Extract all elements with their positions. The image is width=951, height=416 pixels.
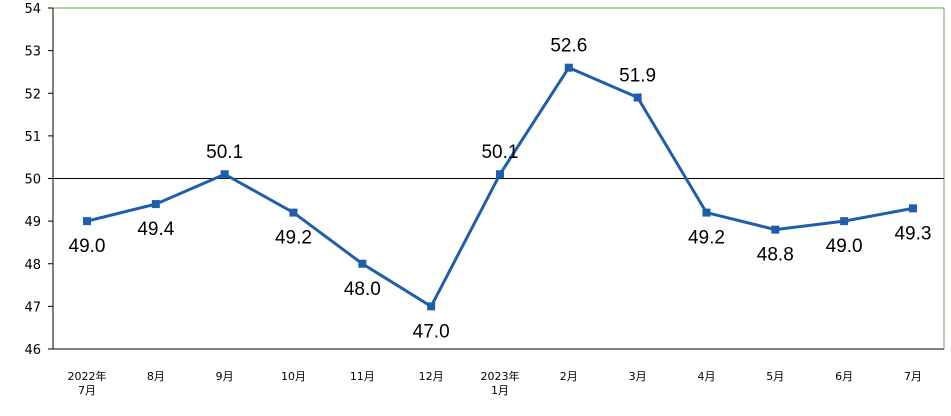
data-label: 49.0 — [826, 236, 863, 257]
y-tick-label: 49 — [24, 215, 41, 230]
data-point — [702, 208, 711, 217]
data-label: 49.2 — [275, 228, 312, 249]
data-point — [908, 204, 917, 213]
data-point — [220, 170, 229, 179]
data-point — [564, 63, 573, 72]
x-tick-label: 6月 — [835, 370, 853, 383]
data-label: 50.1 — [206, 142, 243, 163]
y-tick-label: 50 — [24, 173, 41, 188]
data-point — [151, 200, 160, 209]
y-axis-ticks: 46 47 48 49 50 51 52 53 54 — [24, 2, 53, 358]
data-point — [771, 225, 780, 234]
x-tick-label: 2023年 1月 — [480, 369, 519, 397]
x-tick-label: 4月 — [697, 370, 715, 383]
data-label: 52.6 — [550, 36, 587, 57]
data-point — [427, 302, 436, 311]
y-tick-label: 48 — [24, 258, 41, 273]
series-line — [86, 65, 914, 309]
data-point — [840, 217, 849, 226]
data-label: 49.3 — [894, 223, 931, 244]
y-tick-label: 52 — [24, 87, 41, 102]
data-point — [83, 217, 91, 226]
x-tick-label: 5月 — [766, 370, 784, 383]
y-tick-label: 51 — [24, 130, 41, 145]
data-point-markers — [83, 63, 917, 311]
y-tick-label: 47 — [24, 300, 41, 315]
x-tick-label: 7月 — [904, 370, 922, 383]
data-label: 48.0 — [344, 279, 381, 300]
x-tick-label: 2月 — [560, 370, 578, 383]
y-tick-label: 54 — [24, 2, 41, 17]
x-axis-ticks: 2022年 7月 8月 9月 10月 11月 12月 2023年 1月 2月 3月 4月 5月 6月 7月 — [68, 369, 922, 397]
x-tick-label: 2022年 7月 — [68, 369, 107, 397]
x-tick-label: 9月 — [216, 370, 234, 383]
data-label: 51.9 — [619, 66, 656, 87]
data-labels: 49.0 49.4 50.1 49.2 48.0 47.0 50.1 52.6 51.9 49.2… — [69, 36, 932, 343]
data-label: 49.2 — [688, 228, 725, 249]
data-label: 50.1 — [481, 142, 518, 163]
x-tick-label: 10月 — [281, 370, 306, 383]
x-tick-label: 11月 — [350, 370, 375, 383]
data-point — [289, 208, 298, 217]
data-point — [358, 259, 367, 268]
data-point — [495, 170, 504, 179]
x-tick-label: 8月 — [147, 370, 165, 383]
data-label: 49.0 — [69, 236, 106, 257]
data-label: 48.8 — [757, 245, 794, 266]
data-label: 47.0 — [413, 321, 450, 342]
data-label: 49.4 — [137, 219, 174, 240]
y-tick-label: 46 — [24, 343, 41, 358]
data-point — [633, 93, 642, 102]
x-tick-label: 3月 — [629, 370, 647, 383]
y-tick-label: 53 — [24, 45, 41, 60]
x-tick-label: 12月 — [419, 370, 444, 383]
